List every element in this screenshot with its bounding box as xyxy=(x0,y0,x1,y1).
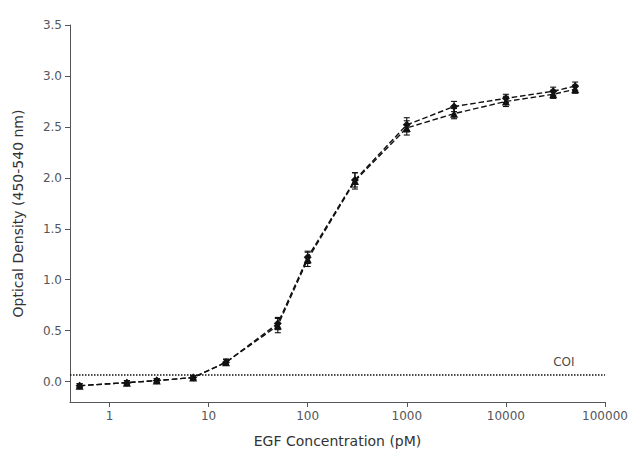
svg-text:100000: 100000 xyxy=(582,409,628,423)
svg-text:1.0: 1.0 xyxy=(43,273,62,287)
svg-text:2.0: 2.0 xyxy=(43,171,62,185)
svg-text:2.5: 2.5 xyxy=(43,120,62,134)
svg-text:100: 100 xyxy=(296,409,319,423)
svg-text:0.5: 0.5 xyxy=(43,324,62,338)
svg-text:COI: COI xyxy=(553,355,574,369)
svg-text:3.0: 3.0 xyxy=(43,69,62,83)
svg-text:Optical Density (450-540 nm): Optical Density (450-540 nm) xyxy=(10,110,26,318)
svg-text:1000: 1000 xyxy=(392,409,423,423)
svg-text:EGF Concentration (pM): EGF Concentration (pM) xyxy=(254,433,422,449)
svg-text:1.5: 1.5 xyxy=(43,222,62,236)
svg-text:0.0: 0.0 xyxy=(43,375,62,389)
svg-text:10000: 10000 xyxy=(487,409,525,423)
svg-text:10: 10 xyxy=(201,409,216,423)
svg-text:3.5: 3.5 xyxy=(43,18,62,32)
svg-text:1: 1 xyxy=(106,409,114,423)
